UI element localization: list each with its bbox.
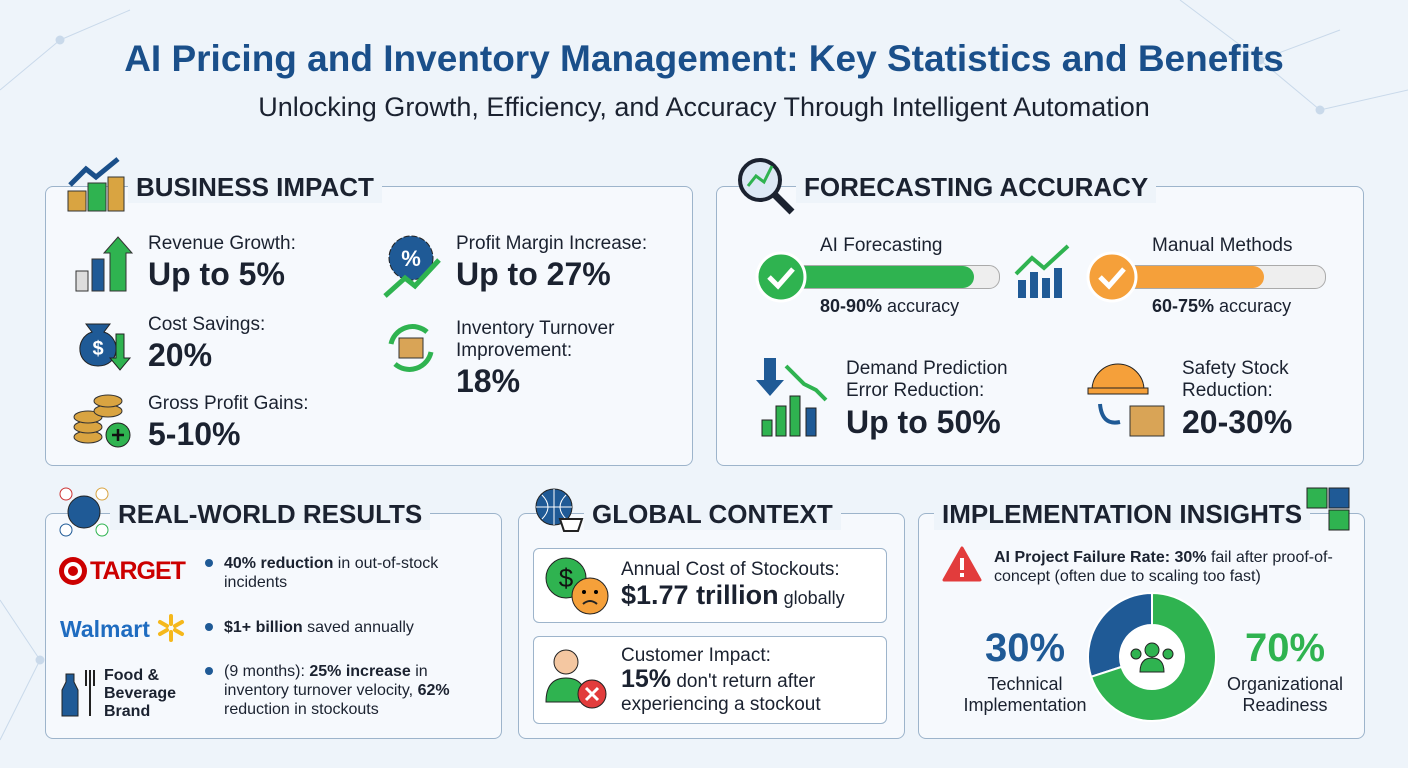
donut-name: Organizational Readiness (1226, 674, 1344, 715)
method-name: AI Forecasting (820, 235, 943, 256)
customer-icon (545, 649, 607, 709)
bullets (205, 559, 213, 675)
panel-title: IMPLEMENTATION INSIGHTS (934, 499, 1311, 530)
brand-name: TARGET (90, 557, 186, 585)
svg-text:$: $ (92, 338, 103, 360)
turnover-icon (388, 324, 434, 372)
compare-icon (1014, 244, 1070, 298)
donut-segment (1089, 591, 1217, 722)
progress-track (1120, 265, 1326, 289)
context-number: 15% (621, 665, 672, 693)
team-icon (1130, 642, 1174, 673)
target-logo (59, 557, 87, 585)
stat-value: 18% (456, 363, 521, 399)
warning-bold: AI Project Failure Rate: 30% (994, 549, 1207, 566)
stat-value: 5-10% (148, 416, 241, 452)
brand-name: Food & Beverage Brand (104, 667, 177, 720)
method-accuracy: 80-90% accuracy (820, 296, 959, 317)
forecast-icon (738, 158, 795, 215)
panel-title: REAL-WORLD RESULTS (110, 499, 431, 530)
result-segment: (9 months): (224, 663, 310, 680)
donut-percent: 70% (1244, 626, 1326, 670)
svg-text:$: $ (559, 563, 574, 593)
stat-label: Safety Stock Reduction: (1182, 358, 1289, 401)
stat-label: Inventory Turnover Improvement: (456, 318, 615, 361)
result-text: 40% reduction in out-of-stock incidents (224, 554, 484, 592)
svg-text:%: % (401, 246, 421, 271)
warning-text: AI Project Failure Rate: 30% fail after … (994, 548, 1359, 586)
context-label: Customer Impact: (621, 645, 771, 666)
result-segment: in inventory turnover velocity, (224, 663, 433, 699)
progress-fill (791, 266, 975, 288)
panel-title: GLOBAL CONTEXT (584, 499, 841, 530)
context-number: $1.77 trillion (621, 580, 779, 610)
stockout-icon: $ (545, 557, 609, 615)
progress-track (790, 265, 1000, 289)
business-panel (45, 186, 693, 466)
stat-label: Profit Margin Increase: (456, 233, 648, 254)
context-value: 15% don't return after experiencing a st… (621, 665, 871, 716)
context-suffix: globally (778, 588, 845, 608)
food-icon (61, 670, 95, 717)
donut-segment (1087, 591, 1153, 679)
puzzle-icon (1306, 487, 1350, 531)
method-accuracy: 60-75% accuracy (1152, 296, 1291, 317)
safety-icon (1087, 363, 1165, 437)
accuracy-suffix: accuracy (882, 296, 960, 316)
accuracy-suffix: accuracy (1214, 296, 1292, 316)
title: AI Pricing and Inventory Management: Key… (124, 38, 1284, 79)
context-value: $1.77 trillion globally (621, 580, 845, 611)
brand-name: Walmart (60, 616, 150, 642)
warning-rest: fail after proof-of-concept (often due t… (994, 549, 1333, 585)
realworld-panel (45, 513, 502, 739)
realworld-icon (59, 487, 109, 537)
stat-value: Up to 5% (148, 256, 285, 292)
result-text: $1+ billion saved annually (224, 618, 484, 637)
subtitle: Unlocking Growth, Efficiency, and Accura… (258, 92, 1150, 122)
donut-percent: 30% (984, 626, 1066, 670)
revenue-icon (75, 236, 134, 292)
walmart-spark (158, 614, 184, 642)
stat-label: Demand Prediction Error Reduction: (846, 358, 1008, 401)
stat-value: 20-30% (1182, 404, 1293, 440)
margin-icon: % (383, 235, 441, 298)
forecast-panel (716, 186, 1364, 466)
donut-legend: 70% Organizational Readiness (1190, 626, 1380, 716)
global-icon (535, 488, 584, 532)
result-segment: 25% increase (309, 663, 411, 680)
savings-icon: $ (79, 323, 132, 371)
panel-title: FORECASTING ACCURACY (796, 172, 1157, 203)
stat-value: Up to 50% (846, 404, 1001, 440)
result-segment: 62% (417, 682, 450, 699)
stat-value: Up to 27% (456, 256, 611, 292)
result-text: (9 months): 25% increase in inventory tu… (224, 662, 490, 719)
donut-name: Technical Implementation (963, 674, 1087, 715)
result-segment: saved annually (302, 619, 414, 636)
error-icon (756, 358, 828, 437)
result-segment: in out-of-stock incidents (224, 555, 443, 591)
accuracy-range: 60-75% (1152, 296, 1215, 316)
result-segment: reduction in stockouts (224, 682, 455, 718)
stat-label: Revenue Growth: (148, 233, 296, 254)
accuracy-range: 80-90% (820, 296, 883, 316)
check-icon (755, 251, 807, 303)
progress-fill (1121, 266, 1264, 288)
check-icon (1086, 251, 1138, 303)
growth-icon (67, 157, 125, 212)
context-label: Annual Cost of Stockouts: (621, 559, 840, 580)
coins-icon (73, 394, 131, 448)
stat-label: Gross Profit Gains: (148, 393, 309, 414)
stat-value: 20% (148, 337, 213, 373)
context-suffix: don't return after experiencing a stocko… (621, 671, 821, 715)
warning-icon (942, 546, 982, 582)
donut-legend: 30% Technical Implementation (940, 626, 1110, 716)
stat-label: Cost Savings: (148, 314, 266, 335)
panel-title: BUSINESS IMPACT (128, 172, 382, 203)
result-segment: $1+ billion (224, 619, 303, 636)
method-name: Manual Methods (1152, 235, 1293, 256)
result-segment: 40% reduction (224, 555, 334, 572)
